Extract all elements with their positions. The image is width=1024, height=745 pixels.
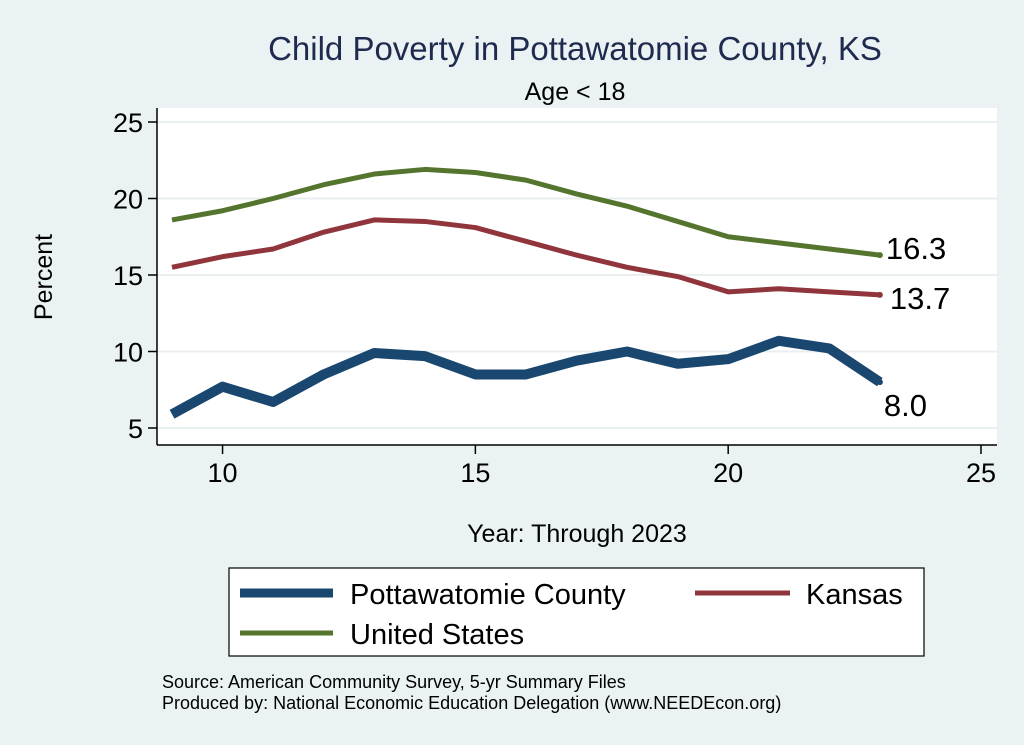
- series-layer: 8.0 13.7 16.3: [169, 166, 950, 423]
- end-label-kansas: 13.7: [890, 281, 950, 316]
- y-axis-ticks: 5 10 15 20 25: [113, 108, 157, 444]
- x-tick-label-10: 10: [208, 458, 238, 488]
- end-label-pottawatomie-county: 8.0: [884, 388, 927, 423]
- y-tick-label-10: 10: [113, 338, 143, 368]
- producer-note: Produced by: National Economic Education…: [162, 693, 781, 713]
- y-tick-label-25: 25: [113, 108, 143, 138]
- end-marker-kansas: [876, 291, 883, 298]
- y-tick-label-15: 15: [113, 261, 143, 291]
- legend-label-kansas: Kansas: [806, 579, 903, 611]
- chart-title: Child Poverty in Pottawatomie County, KS: [268, 30, 882, 67]
- source-note: Source: American Community Survey, 5-yr …: [162, 672, 626, 692]
- y-axis-label: Percent: [30, 234, 58, 320]
- x-tick-label-20: 20: [713, 458, 743, 488]
- legend-box: [228, 567, 925, 657]
- chart-subtitle: Age < 18: [525, 78, 626, 106]
- end-label-united-states: 16.3: [886, 231, 946, 266]
- legend-label-united-states: United States: [350, 619, 524, 651]
- x-tick-label-25: 25: [966, 458, 996, 488]
- legend-item-kansas: Kansas: [695, 579, 903, 611]
- end-marker-pottawatomie-county: [876, 379, 883, 386]
- legend-item-united-states: United States: [240, 619, 524, 651]
- y-tick-label-5: 5: [128, 414, 143, 444]
- end-marker-united-states: [876, 252, 883, 259]
- grid-lines: [157, 121, 997, 429]
- x-axis-label: Year: Through 2023: [467, 520, 687, 548]
- legend-label-pottawatomie: Pottawatomie County: [350, 579, 626, 611]
- legend-item-pottawatomie: Pottawatomie County: [240, 579, 626, 611]
- x-axis-ticks: 10 15 20 25: [208, 445, 996, 488]
- y-tick-label-20: 20: [113, 185, 143, 215]
- x-tick-label-15: 15: [460, 458, 490, 488]
